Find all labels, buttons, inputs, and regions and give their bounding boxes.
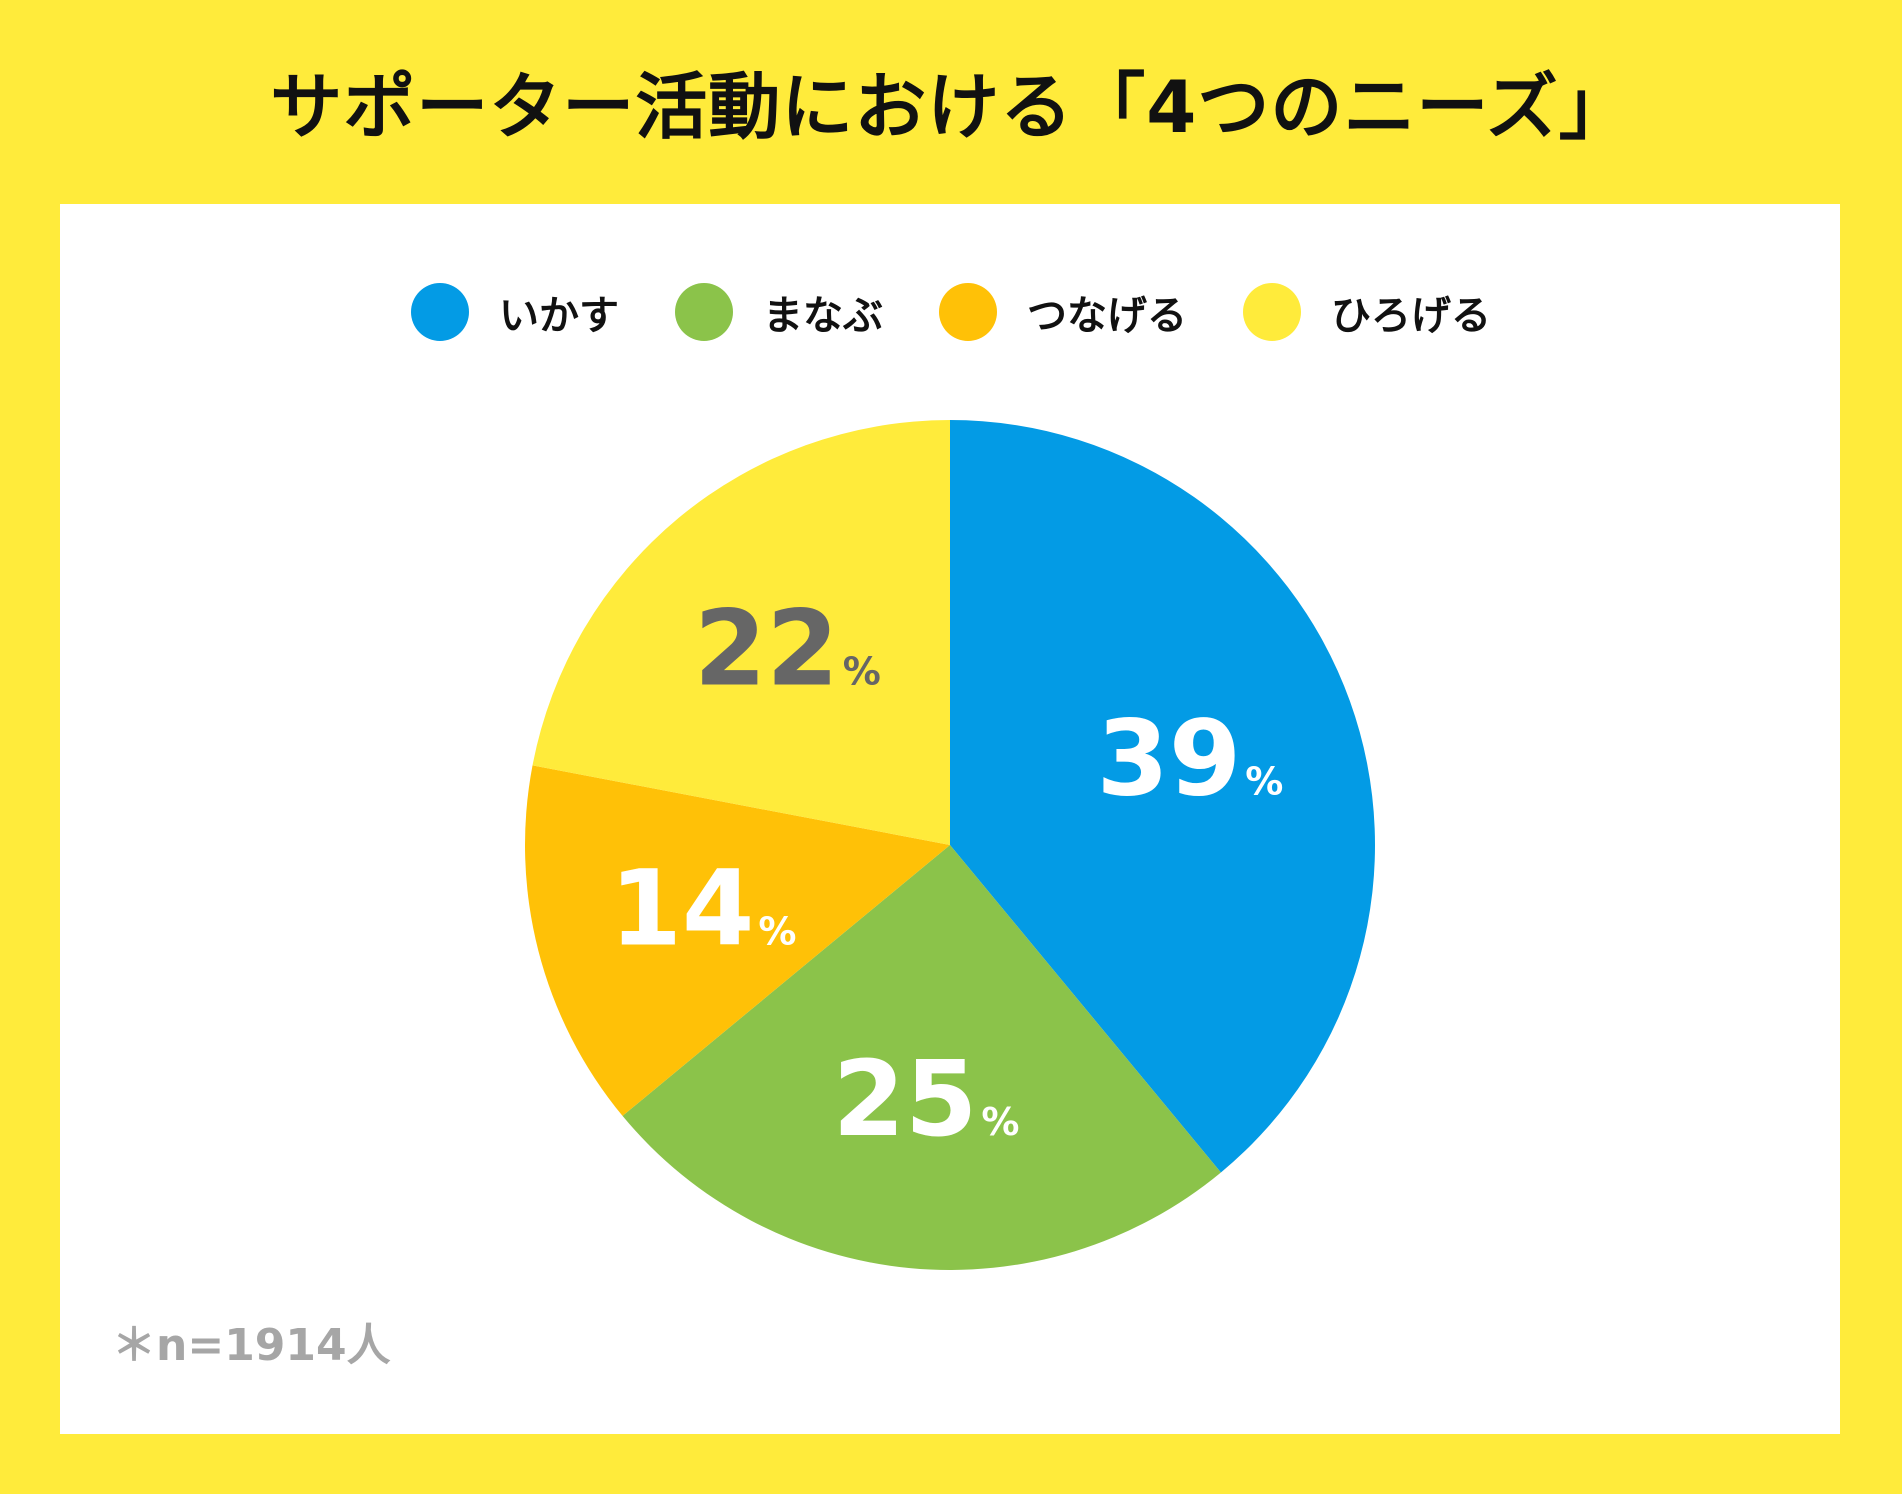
legend-item-ikasu: いかす <box>411 283 619 341</box>
pie-slice-manabu <box>622 845 1221 1270</box>
slice-value-hirogeru: 22 <box>694 588 839 710</box>
slice-value-ikasu: 39 <box>1097 698 1242 820</box>
legend-label-tsunageru: つなげる <box>1027 293 1187 339</box>
slice-label-ikasu: 39% <box>1097 698 1284 820</box>
legend-swatch-hirogeru <box>1243 283 1301 341</box>
slice-percent-sign-ikasu: % <box>1245 760 1283 804</box>
legend-label-ikasu: いかす <box>499 293 619 339</box>
legend-label-hirogeru: ひろげる <box>1331 293 1491 339</box>
slice-label-hirogeru: 22% <box>694 588 881 710</box>
slice-label-tsunageru: 14% <box>610 847 797 969</box>
legend-item-manabu: まなぶ <box>675 283 883 341</box>
legend-swatch-manabu <box>675 283 733 341</box>
sample-size-note: ＊n=1914人 <box>112 1320 391 1371</box>
pie-slice-tsunageru <box>525 765 950 1116</box>
slice-percent-sign-hirogeru: % <box>843 650 881 694</box>
slice-percent-sign-tsunageru: % <box>758 909 796 953</box>
legend-swatch-ikasu <box>411 283 469 341</box>
slice-value-tsunageru: 14 <box>610 847 755 969</box>
legend: いかす まなぶ つなげる ひろげる <box>0 280 1902 344</box>
pie-slice-ikasu <box>950 420 1375 1173</box>
legend-item-tsunageru: つなげる <box>939 283 1187 341</box>
slice-label-manabu: 25% <box>833 1038 1020 1160</box>
legend-item-hirogeru: ひろげる <box>1243 283 1491 341</box>
chart-title: サポーター活動における「4つのニーズ」 <box>270 65 1632 149</box>
slice-value-manabu: 25 <box>833 1038 978 1160</box>
slice-percent-sign-manabu: % <box>981 1100 1019 1144</box>
legend-label-manabu: まなぶ <box>763 293 883 339</box>
legend-swatch-tsunageru <box>939 283 997 341</box>
pie-slice-hirogeru <box>532 420 950 845</box>
